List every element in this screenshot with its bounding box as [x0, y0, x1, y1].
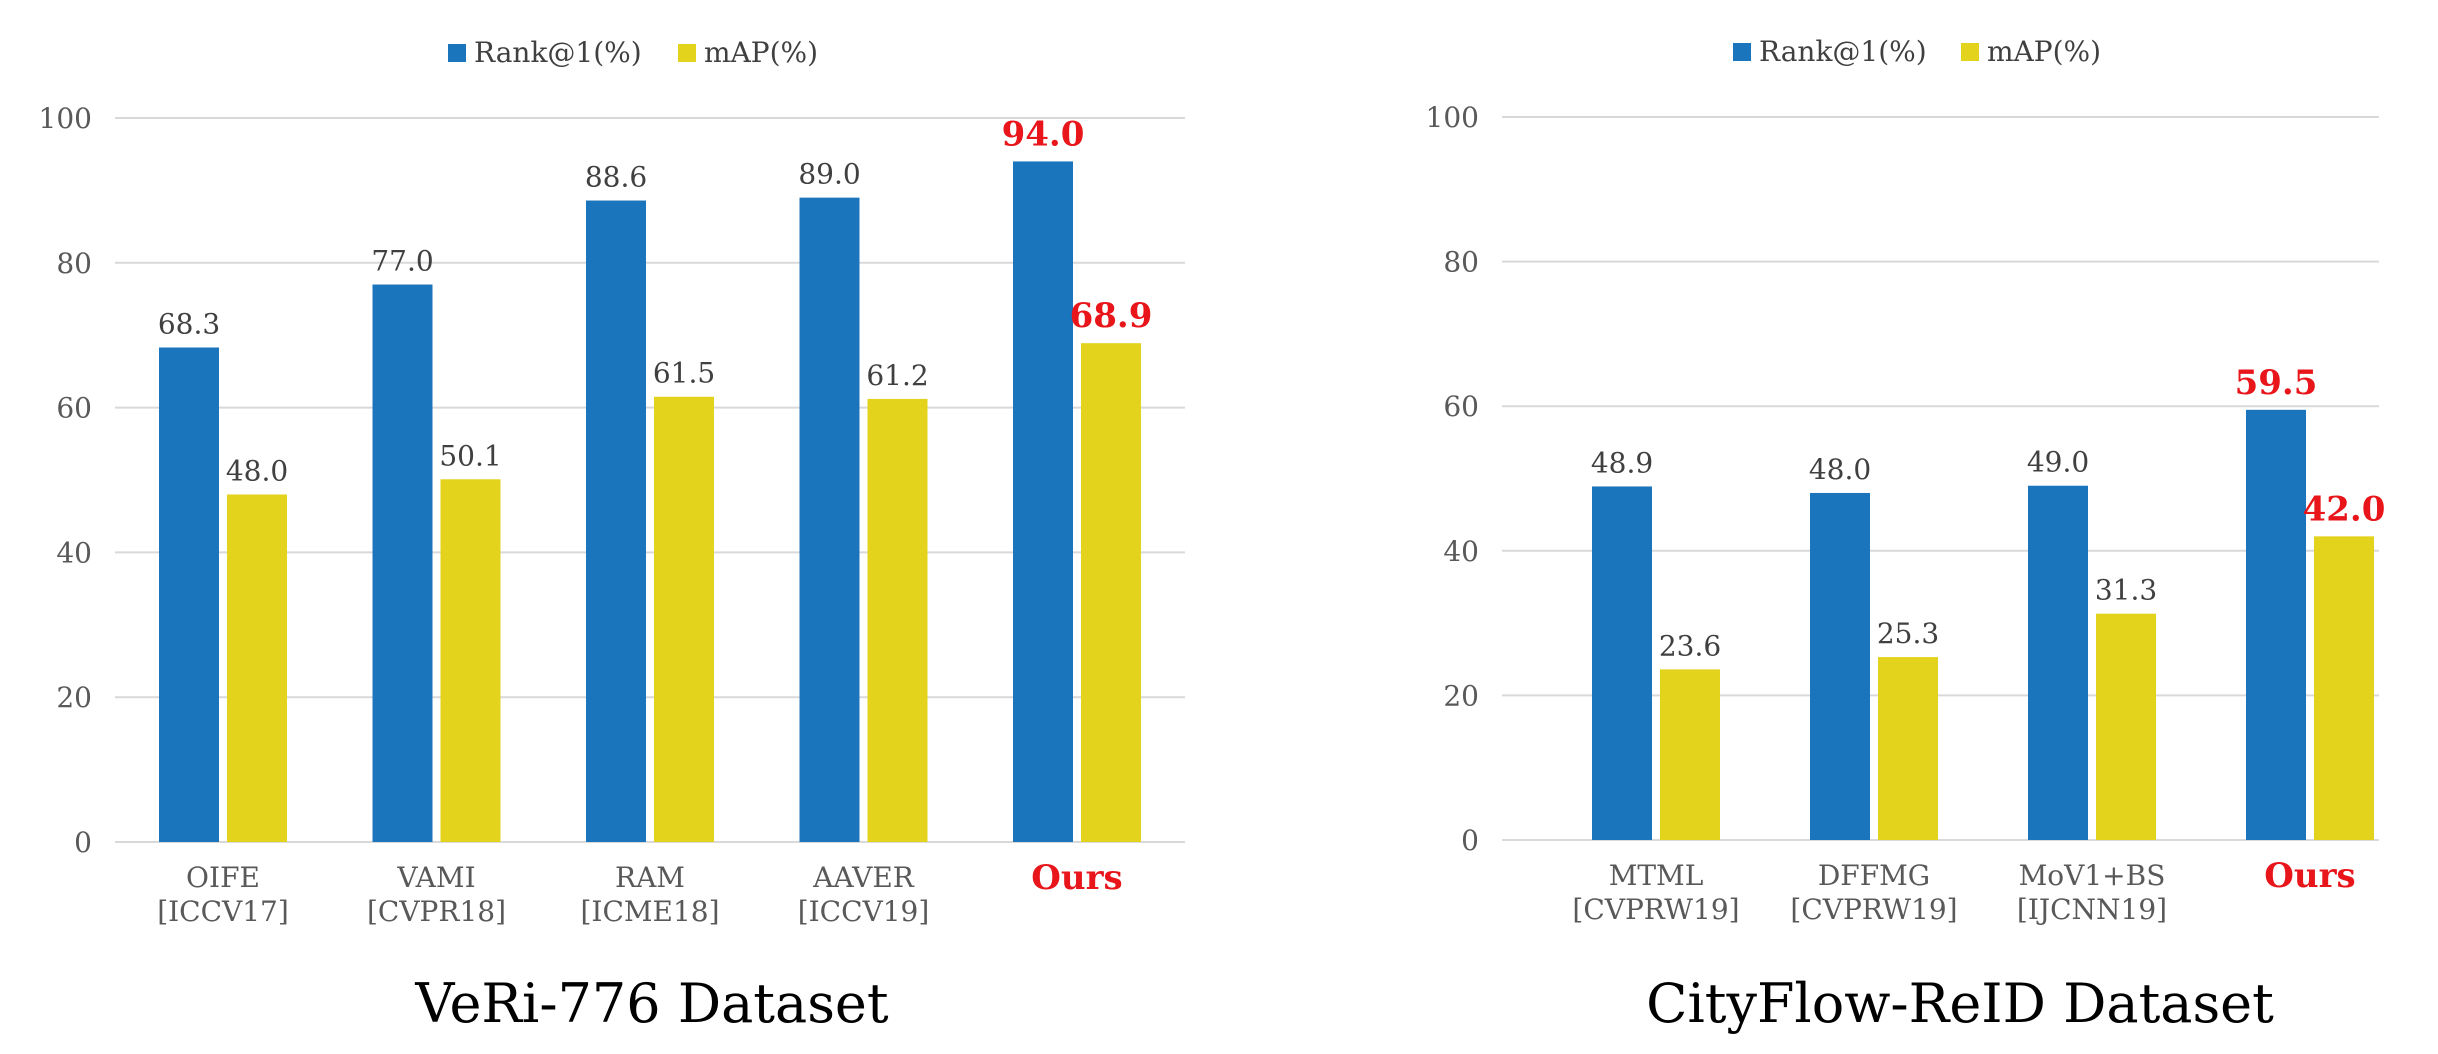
bar [372, 284, 433, 842]
data-label: 31.3 [2095, 574, 2157, 607]
x-tick-label: OIFE [186, 861, 260, 894]
legend-swatch-rank1 [1733, 43, 1751, 61]
data-label: 94.0 [1002, 114, 1085, 154]
x-tick-label: [CVPR18] [367, 895, 506, 928]
x-tick-label: [ICCV19] [798, 895, 930, 928]
x-tick-label: [IJCNN19] [2017, 893, 2167, 926]
category-labels: OIFE[ICCV17] VAMI[CVPR18] RAM[ICME18] AAVER… [157, 858, 1123, 928]
bar [1081, 343, 1141, 842]
x-tick-label: DFFMG [1818, 859, 1930, 892]
veri-776-chart: Rank@1(%) mAP(%) 0 20 40 60 80 100 68.3 48.0 77… [39, 36, 1185, 1035]
data-label: 48.0 [226, 454, 288, 487]
x-tick-label: MoV1+BS [2019, 859, 2166, 892]
x-tick-label: AAVER [812, 861, 915, 894]
bar [799, 197, 860, 842]
bar [1013, 161, 1073, 842]
legend-label-map: mAP(%) [1987, 35, 2101, 68]
y-axis-ticks: 0 20 40 60 80 100 [39, 102, 92, 859]
x-tick-label: [CVPRW19] [1790, 893, 1957, 926]
x-tick-label: [ICME18] [580, 895, 719, 928]
data-label: 89.0 [798, 158, 860, 191]
bar [2246, 409, 2306, 840]
legend-swatch-map [1961, 43, 1979, 61]
y-tick-label: 40 [56, 536, 92, 569]
data-label: 42.0 [2303, 489, 2386, 529]
x-tick-label: RAM [615, 861, 685, 894]
bar [159, 347, 219, 842]
x-tick-label: Ours [1031, 858, 1122, 898]
x-tick-label: VAMI [396, 861, 475, 894]
legend-swatch-map [678, 44, 696, 62]
bar [440, 479, 501, 842]
bar [1660, 669, 1720, 840]
y-tick-label: 20 [56, 681, 92, 714]
bar [2096, 613, 2156, 840]
x-tick-label: [CVPRW19] [1572, 893, 1739, 926]
data-label: 88.6 [585, 161, 647, 194]
y-tick-label: 80 [56, 247, 92, 280]
y-tick-label: 40 [1443, 535, 1479, 568]
y-tick-label: 100 [1426, 101, 1479, 134]
data-label: 68.9 [1070, 296, 1153, 336]
bar [2314, 536, 2374, 840]
y-tick-label: 80 [1443, 246, 1479, 279]
legend-label-rank1: Rank@1(%) [474, 36, 642, 69]
gridlines [115, 117, 1185, 843]
bar [586, 200, 646, 842]
y-tick-label: 100 [39, 102, 92, 135]
y-axis-ticks: 0 20 40 60 80 100 [1426, 101, 1479, 857]
data-label: 48.0 [1809, 453, 1871, 486]
data-label: 50.1 [439, 439, 501, 472]
data-label: 77.0 [371, 245, 433, 278]
bar [654, 396, 714, 842]
legend: Rank@1(%) mAP(%) [1733, 35, 2101, 68]
chart-title: VeRi-776 Dataset [414, 972, 888, 1035]
bar [867, 398, 928, 842]
y-tick-label: 0 [1461, 824, 1479, 857]
x-tick-label: Ours [2264, 856, 2355, 896]
bar [1592, 486, 1652, 840]
x-tick-label: MTML [1609, 859, 1704, 892]
y-tick-label: 60 [56, 392, 92, 425]
chart-title: CityFlow-ReID Dataset [1646, 972, 2274, 1035]
y-tick-label: 60 [1443, 390, 1479, 423]
bar [2028, 485, 2088, 840]
data-label: 59.5 [2235, 363, 2318, 403]
bar [1810, 492, 1870, 840]
data-label: 23.6 [1659, 629, 1721, 662]
bars: 48.9 23.6 48.0 25.3 49.0 31.3 59.5 42.0 [1591, 363, 2386, 840]
x-tick-label: [ICCV17] [157, 895, 289, 928]
y-tick-label: 0 [74, 826, 92, 859]
data-label: 61.5 [653, 357, 715, 390]
data-label: 25.3 [1877, 617, 1939, 650]
data-label: 68.3 [158, 308, 220, 341]
category-labels: MTML[CVPRW19]DFFMG[CVPRW19]MoV1+BS[IJCNN… [1572, 856, 2355, 926]
bar [1878, 657, 1938, 840]
bar [227, 494, 287, 842]
legend-swatch-rank1 [448, 44, 466, 62]
legend-label-rank1: Rank@1(%) [1759, 35, 1927, 68]
bars: 68.3 48.0 77.0 50.1 88.6 61.5 89.0 61.2 94.0 68.9 [158, 114, 1153, 842]
legend-label-map: mAP(%) [704, 36, 818, 69]
data-label: 61.2 [866, 359, 928, 392]
data-label: 49.0 [2027, 446, 2089, 479]
y-tick-label: 20 [1443, 679, 1479, 712]
legend: Rank@1(%) mAP(%) [448, 36, 818, 69]
data-label: 48.9 [1591, 446, 1653, 479]
